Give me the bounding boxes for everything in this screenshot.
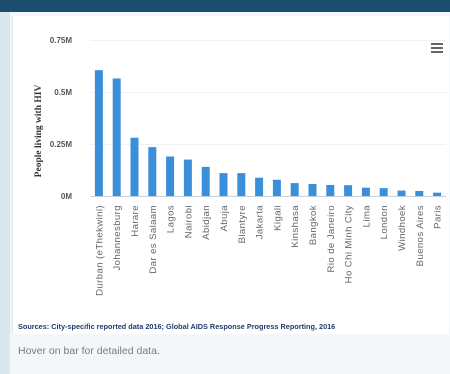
x-tick-label: Jakarta [255,205,266,240]
bar-bangkok[interactable] [308,183,317,196]
x-tick-label: Lagos [166,205,177,233]
y-tick-label: 0M [61,192,72,201]
x-tick-label: Rio de Janeiro [326,205,337,272]
y-axis-title: People living with HIV [34,85,44,178]
x-tick-label: Abuja [219,205,230,232]
x-tick-label: Harare [130,205,141,237]
bar-jakarta[interactable] [255,177,264,196]
x-tick-label: Durban (eThekwini) [94,205,105,296]
bar-johannesburg[interactable] [112,78,121,196]
x-tick-label: Dar es Salaam [148,205,159,274]
bar-rio-de-janeiro[interactable] [326,184,335,196]
bar-dar-es-salaam[interactable] [148,147,157,196]
bar-abuja[interactable] [219,173,228,196]
bar-durban-ethekwini[interactable] [94,70,103,196]
bar-lagos[interactable] [166,156,175,196]
bar-lima[interactable] [361,187,370,196]
y-tick-label: 0.5M [54,88,72,97]
bar-buenos-aires[interactable] [415,191,424,196]
bar-abidjan[interactable] [201,166,210,196]
bar-london[interactable] [379,188,388,196]
x-tick-label: Johannesburg [112,205,123,271]
x-axis-labels: Durban (eThekwini) Johannesburg Harare Dar … [94,205,443,296]
bar-ho-chi-minh-city[interactable] [344,185,353,196]
y-tick-label: 0.25M [50,140,73,149]
source-note: Sources: City-specific reported data 201… [18,322,336,331]
bar-kigali[interactable] [272,179,281,196]
chart-area [12,16,449,334]
bar-kinshasa[interactable] [290,183,299,196]
bars [94,70,442,196]
x-tick-label: Abidjan [201,205,212,240]
x-tick-label: Ho Chi Minh City [344,205,355,283]
x-tick-label: Kinshasa [290,205,301,248]
bar-windhoek[interactable] [397,190,406,196]
bar-harare[interactable] [130,137,139,196]
y-tick-label: 0.75M [50,36,73,45]
x-tick-label: Buenos Aires [415,205,426,266]
x-tick-label: London [379,205,390,239]
x-tick-label: Blantyre [237,205,248,243]
x-tick-label: Nairobi [183,205,194,238]
header-bar [0,0,450,12]
x-tick-label: Lima [361,205,372,228]
x-tick-label: Paris [433,205,444,229]
x-tick-label: Windhoek [397,205,408,251]
y-axis-labels: 0M 0.25M 0.5M 0.75M [50,36,73,201]
x-tick-label: Bangkok [308,205,319,245]
hover-hint: Hover on bar for detailed data. [18,345,160,357]
bar-blantyre[interactable] [237,173,246,196]
gridlines [90,40,446,197]
hamburger-menu-icon[interactable] [431,43,443,53]
x-tick-label: Kigali [272,205,283,231]
bar-chart: 0M 0.25M 0.5M 0.75M Durban (eThekwini) Johan… [34,36,446,296]
bar-nairobi[interactable] [183,159,192,196]
bar-paris[interactable] [433,192,442,196]
